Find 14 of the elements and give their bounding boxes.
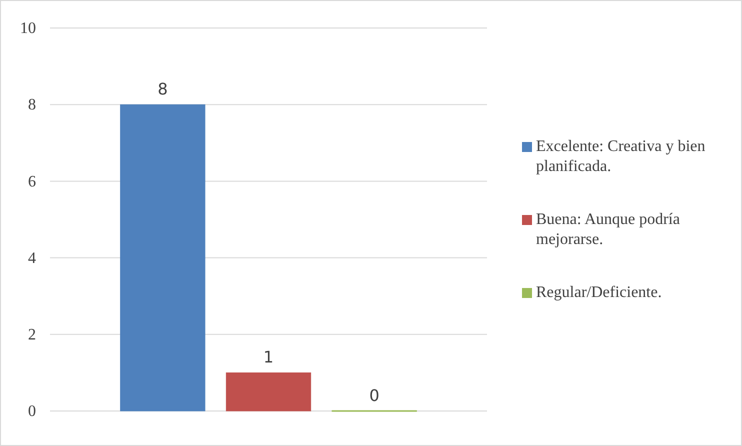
y-tick-label: 8 [28, 96, 36, 114]
legend-label: Buena: Aunque podría mejorarse. [536, 211, 680, 248]
data-label: 8 [158, 80, 168, 99]
y-tick-label: 2 [28, 326, 36, 344]
y-tick-label: 6 [28, 173, 36, 190]
y-tick-label: 10 [20, 20, 36, 38]
y-tick-label: 4 [28, 250, 36, 267]
bar [226, 372, 312, 412]
data-label: 0 [369, 386, 380, 405]
bar [120, 104, 206, 412]
data-label: 1 [263, 348, 274, 367]
legend-label: Excelente: Creativa y bien planificada. [536, 138, 706, 175]
legend-label: Regular/Deficiente. [536, 284, 662, 301]
y-tick-label: 0 [28, 403, 36, 420]
